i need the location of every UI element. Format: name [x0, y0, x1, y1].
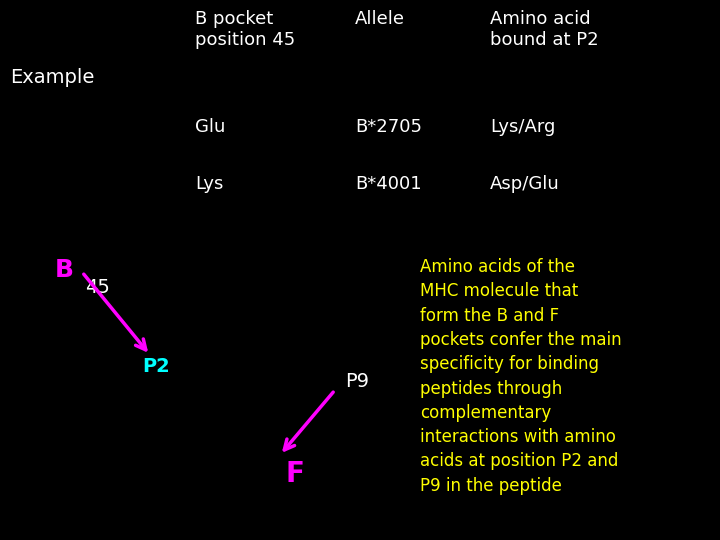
- Text: P2: P2: [142, 357, 170, 376]
- Text: Asp/Glu: Asp/Glu: [490, 175, 559, 193]
- Text: Lys/Arg: Lys/Arg: [490, 118, 555, 136]
- Text: F: F: [285, 460, 304, 488]
- Text: Example: Example: [10, 68, 94, 87]
- Text: Amino acids of the
MHC molecule that
form the B and F
pockets confer the main
sp: Amino acids of the MHC molecule that for…: [420, 258, 621, 495]
- Text: Amino acid
bound at P2: Amino acid bound at P2: [490, 10, 598, 49]
- Text: Allele: Allele: [355, 10, 405, 28]
- Text: Lys: Lys: [195, 175, 223, 193]
- Text: B*4001: B*4001: [355, 175, 422, 193]
- Text: B pocket
position 45: B pocket position 45: [195, 10, 295, 49]
- Text: Glu: Glu: [195, 118, 225, 136]
- Text: B: B: [55, 258, 74, 282]
- Text: B*2705: B*2705: [355, 118, 422, 136]
- Text: P9: P9: [345, 372, 369, 391]
- Text: 45: 45: [85, 278, 110, 297]
